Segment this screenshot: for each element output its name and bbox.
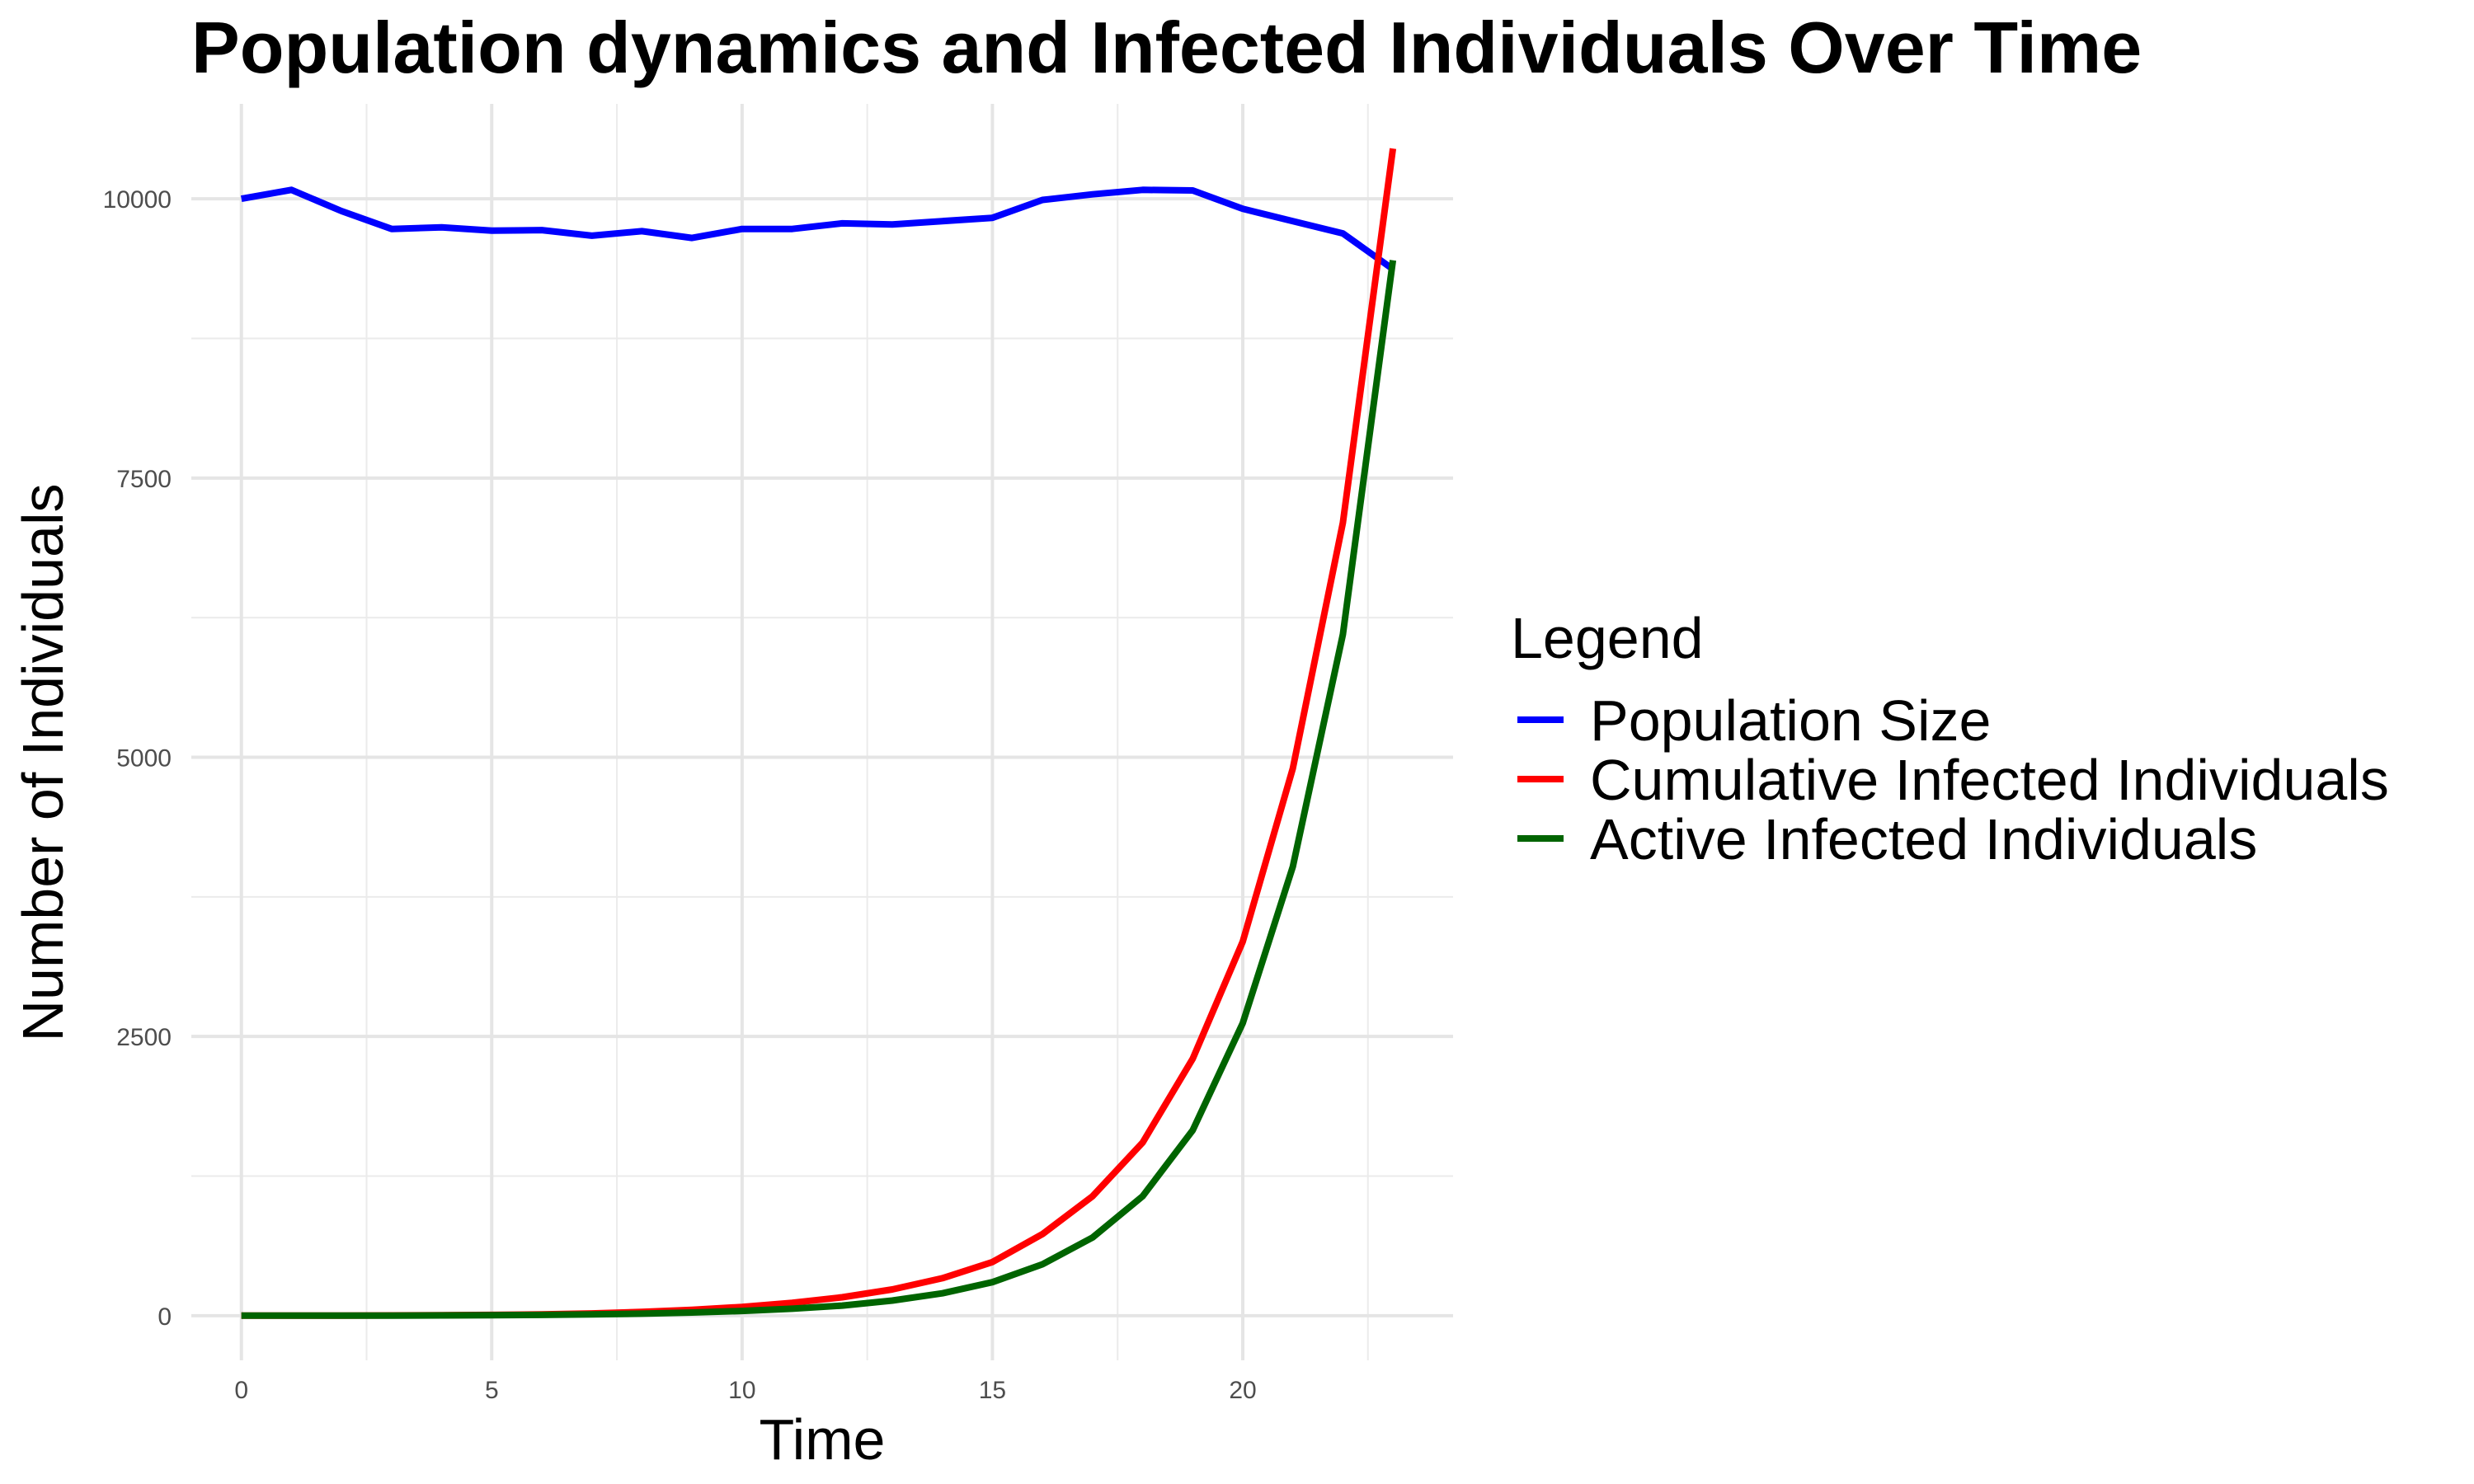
series-lines xyxy=(240,148,1397,1319)
y-tick-label: 2500 xyxy=(116,1024,172,1051)
y-axis-ticks: 0 2500 5000 7500 10000 xyxy=(103,186,172,1331)
y-tick-label: 5000 xyxy=(116,744,172,772)
x-tick-label: 10 xyxy=(728,1377,755,1404)
series-line-active-infected-individuals xyxy=(241,260,1397,1319)
legend-label-population-size: Population Size xyxy=(1590,688,1991,753)
y-tick-label: 10000 xyxy=(103,186,172,214)
x-tick-label: 15 xyxy=(979,1377,1006,1404)
legend-title: Legend xyxy=(1511,606,1704,670)
y-tick-label: 7500 xyxy=(116,466,172,493)
x-tick-label: 5 xyxy=(485,1377,499,1404)
legend-label-cumulative-infected-individuals: Cumulative Infected Individuals xyxy=(1590,748,2389,812)
y-axis-title: Number of Individuals xyxy=(11,484,75,1042)
y-tick-label: 0 xyxy=(158,1303,172,1331)
series-line-cumulative-infected-individuals xyxy=(241,148,1397,1319)
grid xyxy=(191,104,1453,1360)
x-tick-label: 0 xyxy=(234,1377,248,1404)
x-axis-title: Time xyxy=(760,1407,886,1472)
x-tick-label: 20 xyxy=(1229,1377,1256,1404)
legend-label-active-infected-individuals: Active Infected Individuals xyxy=(1590,807,2257,871)
chart-title: Population dynamics and Infected Individ… xyxy=(191,7,2142,88)
series-line-population-size xyxy=(240,186,1395,272)
x-axis-ticks: 0 5 10 15 20 xyxy=(234,1377,1256,1404)
